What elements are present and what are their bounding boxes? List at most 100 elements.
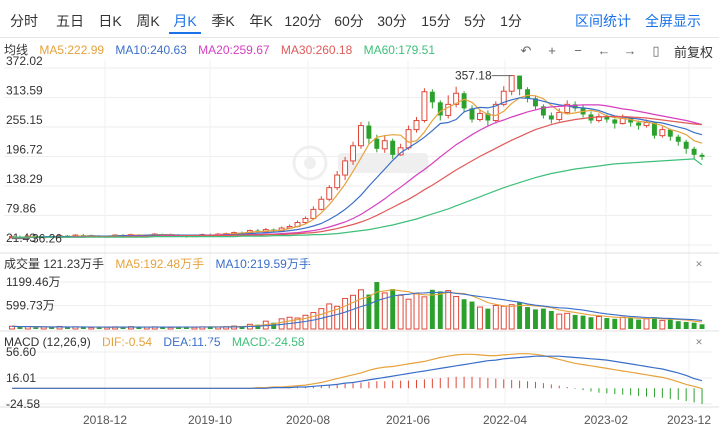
tab-yearly-k[interactable]: 年K [249,13,273,29]
macd-dif-value: DIF:-0.54 [102,335,153,349]
ma20-value: MA20:259.67 [198,43,270,57]
period-tabbar: 分时 五日 日K 周K 月K 季K 年K 120分 60分 30分 15分 5分… [0,0,719,38]
candle-body-up [310,208,317,219]
ma10-line [12,97,703,238]
x-axis-label: 2021-06 [386,413,430,427]
volume-bar-up [88,326,95,330]
tab-30min[interactable]: 30分 [377,13,407,29]
candlestick-icon[interactable]: ▯ [652,43,660,58]
volume-bar-up [445,290,452,330]
minus-icon[interactable]: − [574,43,582,58]
tab-five-day[interactable]: 五日 [56,13,84,29]
candle-body-down [683,141,689,149]
interval-stats-link[interactable]: 区间统计 [575,13,631,29]
candle-body-down [667,129,673,137]
price-tick-label: 196.72 [6,143,43,157]
x-axis-label: 2020-08 [286,413,330,427]
volume-bar-up [413,293,420,330]
candle-body-down [699,154,705,157]
x-axis-label: 2023-12 [667,413,711,427]
x-axis-label: 2018-12 [83,413,127,427]
candle-body-up [326,187,333,200]
volume-bar-up [342,297,349,330]
volume-ma10-value: MA10:219.59万手 [215,257,311,271]
candle-body-down [374,138,380,149]
candle-body-up [445,103,452,116]
volume-bar-down [675,321,681,329]
macd-dea-line [12,355,703,389]
volume-bar-down [533,309,538,329]
macd-label: MACD (12,26,9) [4,335,91,349]
volume-bar-up [595,315,602,330]
volume-bar-down [636,319,642,329]
candle-body-up [564,103,571,113]
ma60-value: MA60:179.51 [363,43,436,57]
volume-bar-down [136,327,142,329]
fullscreen-link[interactable]: 全屏显示 [645,13,701,29]
x-axis-label: 2022-04 [483,413,527,427]
volume-bar-up [659,319,666,330]
candle-body-down [525,89,530,99]
macd-indicator-row: MACD (12,26,9) DIF:-0.54 DEA:11.75 MACD:… [4,334,313,350]
candle-body-down [572,104,578,109]
tab-quarterly-k[interactable]: 季K [211,13,235,29]
candle-body-down [437,102,443,116]
tab-5min[interactable]: 5分 [464,13,486,29]
candle-body-down [517,75,523,90]
ma30-line [12,115,703,238]
arrow-left-icon[interactable]: ← [597,43,611,58]
tab-1min[interactable]: 1分 [500,13,522,29]
volume-bar-down [120,327,126,329]
volume-bar-down [271,322,277,329]
tab-intraday[interactable]: 分时 [10,13,38,29]
volume-bar-down [96,327,102,329]
volume-bar-down [612,318,618,329]
tab-daily-k[interactable]: 日K [98,13,122,29]
arrow-right-icon[interactable]: → [623,43,637,58]
volume-bar-down [691,322,697,329]
volume-bar-down [437,291,443,329]
adjust-mode-label[interactable]: 前复权 [673,44,713,60]
ma10-value: MA10:240.63 [115,43,187,57]
tab-monthly-k[interactable]: 月K [169,8,201,34]
volume-tick-label: 1199.46万 [6,275,61,289]
candle-body-down [604,116,610,120]
volume-bar-down [461,299,467,329]
volume-bar-down [184,326,189,329]
candle-body-down [533,98,538,107]
tab-120min[interactable]: 120分 [284,13,322,29]
price-tick-label: 372.02 [6,54,43,68]
volume-bar-up [294,317,301,330]
candle-body-up [508,75,515,92]
volume-ma10-line [11,291,703,328]
candle-body-up [659,129,666,137]
volume-bar-up [556,313,563,330]
plus-icon[interactable]: + [548,43,556,58]
volume-bar-up [564,312,571,330]
undo-icon[interactable]: ↶ [520,43,532,58]
candle-body-up [334,174,341,189]
volume-bar-up [350,294,356,330]
volume-tick-label: 599.73万 [6,299,55,313]
macd-close-icon[interactable]: ✕ [695,337,703,347]
macd-dea-value: DEA:11.75 [163,335,221,349]
candle-body-up [381,140,388,150]
tab-15min[interactable]: 15分 [421,13,451,29]
volume-bar-down [17,326,23,329]
tab-weekly-k[interactable]: 周K [136,13,160,29]
ma5-value: MA5:222.99 [39,43,105,57]
price-tick-label: 313.59 [6,83,43,97]
candle-body-up [492,103,499,122]
candle-body-down [461,93,467,109]
candle-body-down [366,125,372,139]
candle-body-up [302,217,309,223]
volume-bar-down [548,310,554,329]
tab-60min[interactable]: 60分 [334,13,364,29]
volume-bar-down [572,314,578,329]
volume-bar-up [619,316,626,330]
x-axis-label: 2019-10 [188,413,232,427]
volume-bar-down [366,294,372,329]
volume-close-icon[interactable]: ✕ [695,259,703,269]
candle-body-up [358,125,364,147]
